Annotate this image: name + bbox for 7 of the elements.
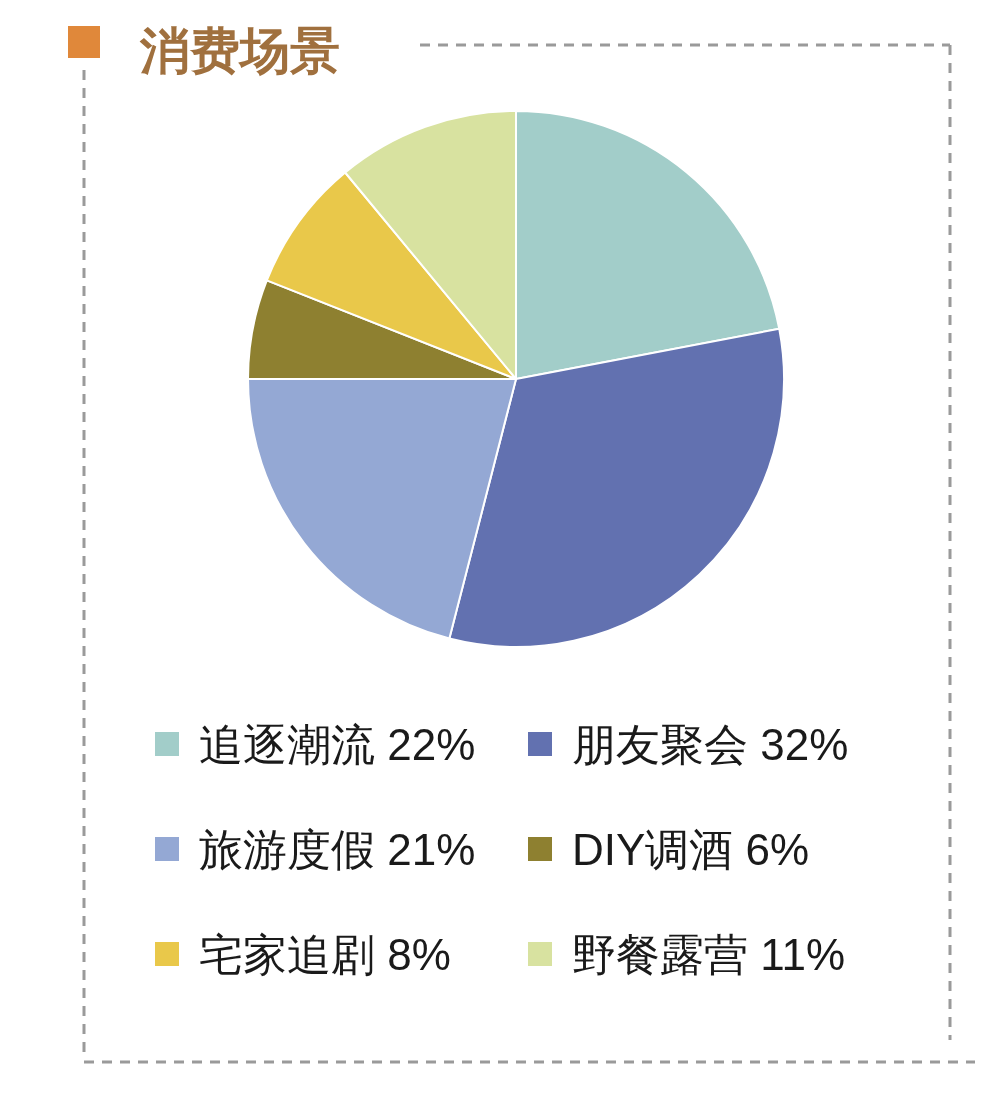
chart-title: 消费场景 xyxy=(139,23,340,79)
legend-label: 追逐潮流 22% xyxy=(199,720,476,769)
legend-label: DIY调酒 6% xyxy=(572,825,810,874)
legend-label: 朋友聚会 32% xyxy=(572,720,849,769)
legend-label: 旅游度假 21% xyxy=(199,825,476,874)
legend-label: 野餐露营 11% xyxy=(572,930,846,979)
legend-label: 宅家追剧 8% xyxy=(199,930,451,979)
